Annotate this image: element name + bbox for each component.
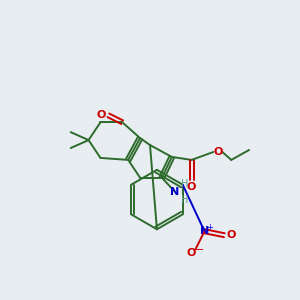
Text: N: N (200, 226, 209, 236)
Text: O: O (187, 182, 196, 192)
Text: −: − (195, 245, 204, 255)
Text: O: O (214, 147, 223, 157)
Text: H: H (181, 194, 188, 205)
Text: O: O (226, 230, 236, 240)
Text: O: O (187, 248, 196, 258)
Text: N: N (170, 187, 179, 196)
Text: +: + (206, 223, 213, 232)
Text: O: O (97, 110, 106, 120)
Text: H: H (181, 179, 188, 189)
